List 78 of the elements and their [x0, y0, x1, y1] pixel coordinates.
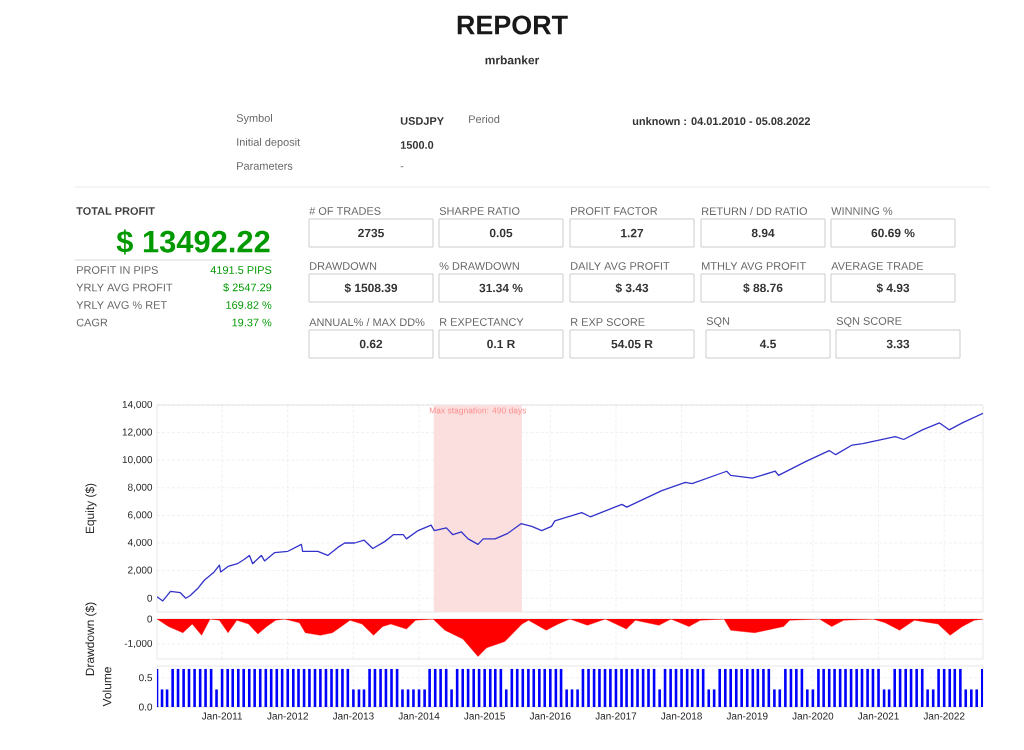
y-axis-title: Drawdown ($) [85, 602, 97, 676]
text: $ 88.76 [743, 283, 783, 293]
text: $ 2547.29 [223, 283, 272, 292]
y-tick-label: 4,000 [127, 538, 153, 548]
y-tick-label: 8,000 [127, 483, 153, 492]
text: 31.34 % [479, 283, 523, 293]
text: R EXPECTANCY [440, 318, 524, 326]
text: $ 1508.39 [344, 283, 398, 293]
x-tick-label: Jan-2020 [792, 712, 834, 720]
text: REPORT [457, 15, 568, 35]
text: Period [469, 114, 500, 124]
x-tick-label: Jan-2022 [923, 712, 965, 720]
x-tick-label: Jan-2011 [201, 712, 243, 720]
text: % DRAWDOWN [439, 262, 519, 270]
text: 1.27 [621, 228, 644, 238]
text: SQN SCORE [836, 317, 902, 327]
y-axis-title: Equity ($) [85, 483, 97, 534]
x-tick-label: Jan-2014 [398, 712, 440, 720]
text: $ 4.93 [876, 283, 910, 293]
y-tick-label: 0.0 [139, 703, 153, 711]
text: unknown : 04.01.2010 - 05.08.2022 [632, 116, 811, 126]
x-tick-label: Jan-2018 [660, 712, 702, 720]
text: $ 13492.22 [116, 229, 270, 255]
text: $ 3.43 [615, 283, 649, 293]
text: SHARPE RATIO [439, 207, 520, 215]
x-tick-label: Jan-2015 [464, 712, 506, 720]
text: # OF TRADES [309, 207, 381, 215]
text: AVERAGE TRADE [831, 262, 924, 270]
text: TOTAL PROFIT [76, 207, 155, 215]
text: 3.33 [886, 339, 910, 349]
y-tick-label: 6,000 [128, 511, 153, 520]
text: Initial deposit [237, 137, 301, 149]
text: 1500.0 [400, 141, 434, 149]
text: DRAWDOWN [310, 262, 377, 270]
text: CAGR [76, 318, 108, 327]
y-tick-label: 12,000 [122, 428, 153, 437]
text: YRLY AVG PROFIT [76, 283, 173, 292]
y-tick-label: 0 [147, 615, 153, 623]
x-tick-label: Jan-2017 [595, 712, 637, 720]
y-axis-title: Volume [102, 667, 112, 707]
text: 4.5 [759, 339, 776, 349]
text: mrbanker [485, 55, 540, 65]
band-label: Max stagnation: 490 days [429, 407, 527, 416]
x-tick-label: Jan-2019 [726, 712, 768, 720]
text: R EXP SCORE [571, 318, 645, 326]
text: 0.05 [489, 228, 513, 238]
text: ANNUAL% / MAX DD% [309, 317, 425, 327]
text: YRLY AVG % RET [76, 301, 167, 309]
text: 19.37 % [232, 318, 272, 327]
text: 4191.5 PIPS [210, 266, 272, 274]
text: 169.82 % [226, 301, 272, 309]
text: SQN [706, 317, 730, 327]
y-tick-label: 0 [147, 594, 153, 602]
x-tick-label: Jan-2012 [267, 712, 309, 720]
text: DAILY AVG PROFIT [571, 262, 670, 270]
y-tick-label: 14,000 [122, 400, 153, 410]
text: 2735 [358, 228, 384, 238]
text: PROFIT FACTOR [571, 207, 658, 215]
x-tick-label: Jan-2013 [332, 712, 374, 720]
text: 60.69 % [871, 228, 915, 238]
text: 54.05 R [611, 339, 653, 349]
text: RETURN / DD RATIO [702, 206, 808, 216]
x-tick-label: Jan-2021 [857, 712, 899, 720]
text: Parameters [237, 162, 293, 170]
x-tick-label: Jan-2016 [529, 712, 571, 720]
text: PROFIT IN PIPS [77, 266, 158, 274]
y-tick-label: 10,000 [122, 456, 153, 465]
text: USDJPY [400, 117, 444, 125]
y-tick-label: 0.5 [139, 674, 153, 682]
text: WINNING % [831, 207, 893, 215]
text: 0.1 R [487, 339, 516, 349]
text: 8.94 [751, 228, 775, 238]
y-tick-label: -1,000 [124, 639, 153, 649]
text: - [400, 166, 404, 168]
text: 0.62 [359, 339, 383, 349]
text: MTHLY AVG PROFIT [702, 262, 806, 270]
text: Symbol [236, 113, 273, 125]
y-tick-label: 2,000 [128, 566, 153, 575]
